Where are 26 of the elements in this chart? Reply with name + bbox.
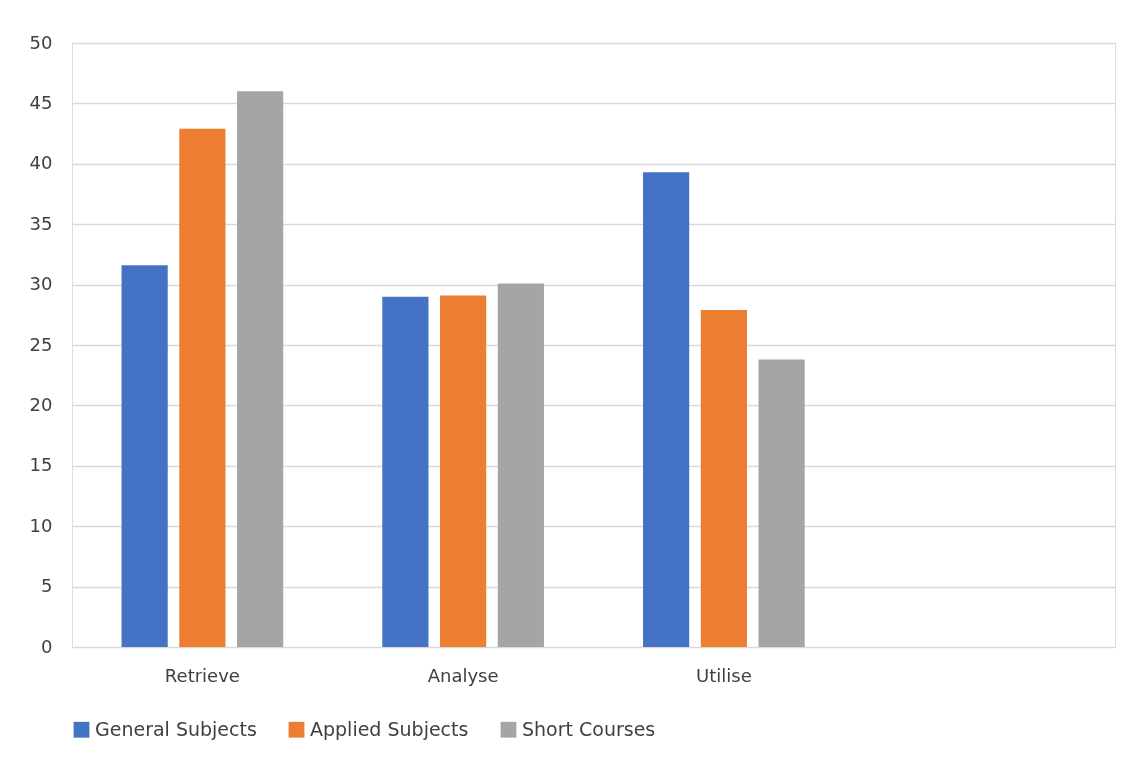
bar [121,265,168,647]
y-tick-label: 40 [29,152,53,174]
y-tick-label: 5 [41,575,53,597]
x-tick-label: Retrieve [164,664,240,686]
y-tick-label: 20 [29,393,53,415]
y-tick-label: 15 [29,454,53,476]
y-tick-label: 30 [29,273,53,295]
y-tick-label: 45 [29,91,53,113]
bar [758,359,805,647]
bar [440,295,487,647]
bar [497,283,544,647]
bar [643,172,690,647]
bar [700,309,747,647]
legend-label: Applied Subjects [310,717,469,740]
y-tick-label: 0 [41,635,53,657]
legend-label: General Subjects [95,717,257,740]
x-tick-label: Utilise [696,664,752,686]
y-tick-label: 10 [29,514,53,536]
y-tick-label: 25 [29,333,53,355]
y-tick-label: 50 [29,31,53,53]
bar [382,296,429,647]
legend-label: Short Courses [522,717,656,740]
bar [237,91,284,647]
x-tick-label: Analyse [427,664,499,686]
bar [179,128,226,647]
y-tick-label: 35 [29,212,53,234]
